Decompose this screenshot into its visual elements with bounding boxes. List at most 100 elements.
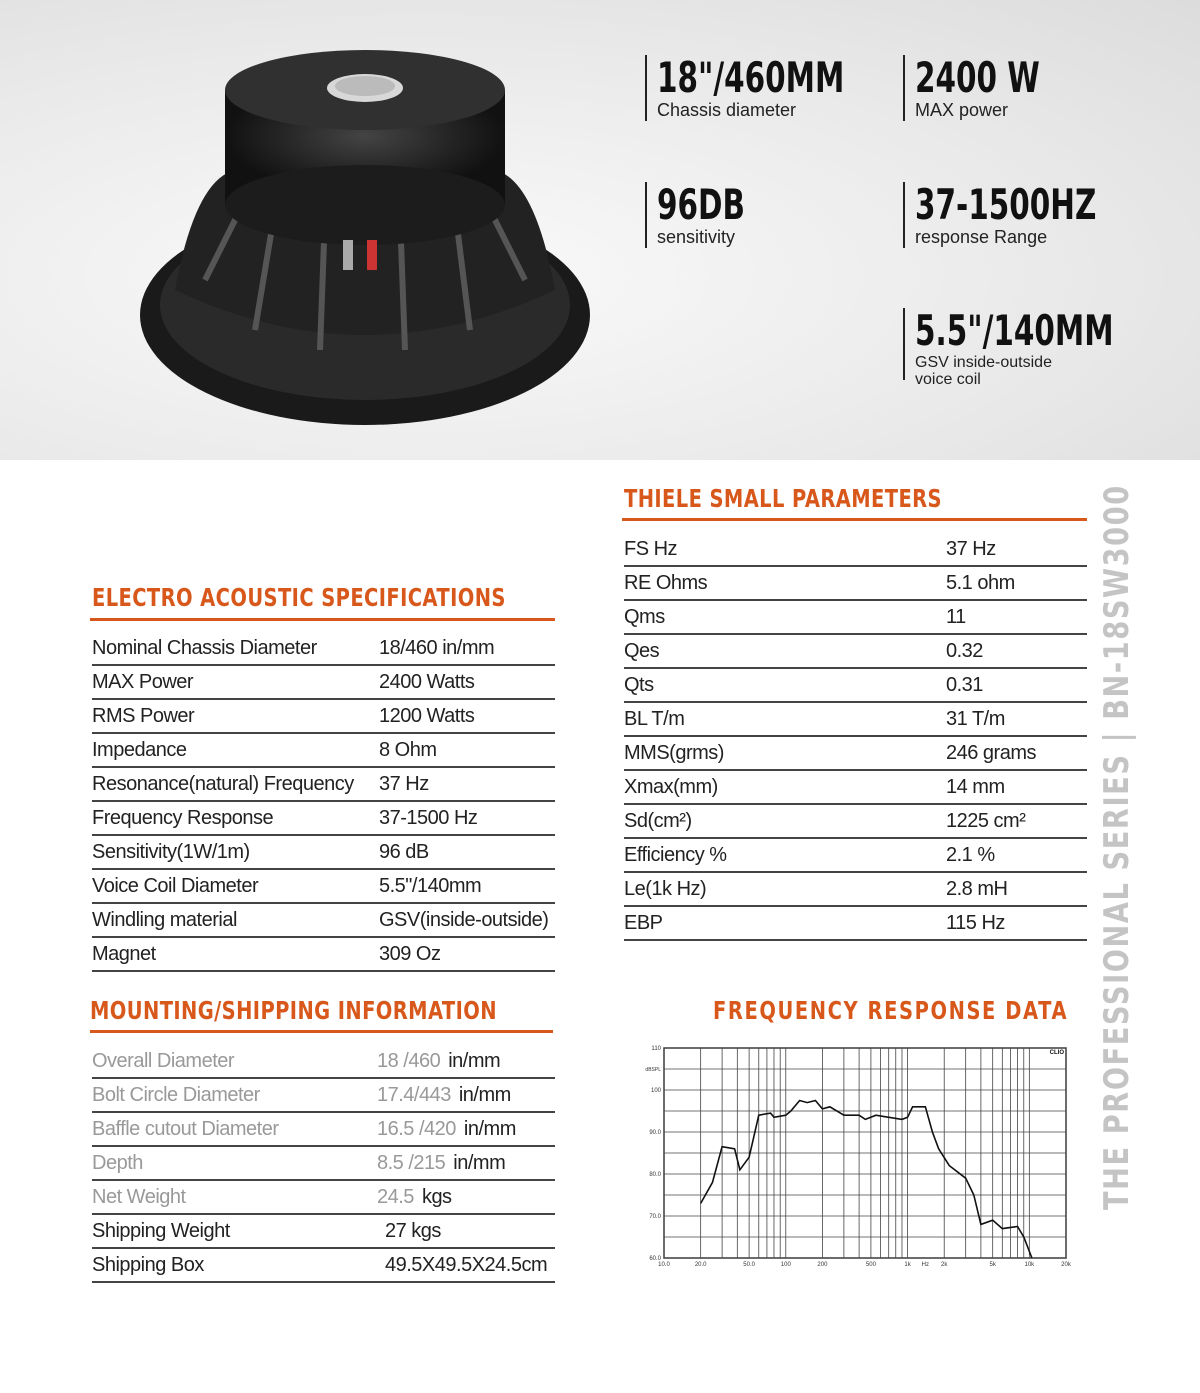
param-label: Le(1k Hz) (624, 877, 707, 900)
table-row: EBP 115 Hz (624, 907, 1087, 941)
param-value: 2.8 mH (946, 877, 1008, 900)
param-value: 8.5 /215 (377, 1151, 446, 1174)
table-row: FS Hz 37 Hz (624, 533, 1087, 567)
param-label: Qes (624, 639, 660, 662)
param-label: MMS(grms) (624, 741, 724, 764)
param-value: 0.31 (946, 673, 983, 696)
table-row: Net Weight 24.5 kgs (92, 1181, 555, 1215)
param-label: Baffle cutout Diameter (92, 1117, 279, 1140)
table-row: Qes 0.32 (624, 635, 1087, 669)
stat-sensitivity: 96DB sensitivity (645, 182, 770, 248)
table-row: Efficiency % 2.1 % (624, 839, 1087, 873)
param-value: 11 (946, 605, 966, 628)
thiele-rule (622, 518, 1087, 521)
param-value: 27 kgs (385, 1219, 441, 1242)
param-label: RMS Power (92, 704, 195, 727)
x-tick-label: 20k (1061, 1262, 1072, 1268)
param-label: Resonance(natural) Frequency (92, 772, 354, 795)
y-axis-label: dBSPL (645, 1067, 661, 1073)
x-tick-label: 500 (866, 1262, 877, 1268)
param-value: in/mm (453, 1151, 506, 1174)
param-value: 17.4/443 (377, 1083, 451, 1106)
table-row: Resonance(natural) Frequency 37 Hz (92, 768, 555, 802)
param-value: 24.5 (377, 1185, 414, 1208)
table-row: RE Ohms 5.1 ohm (624, 567, 1087, 601)
param-value: 18 /460 (377, 1049, 441, 1072)
param-label: Sensitivity(1W/1m) (92, 840, 250, 863)
param-label: Voice Coil Diameter (92, 874, 259, 897)
electro-table: Nominal Chassis Diameter 18/460 in/mm MAX … (92, 632, 555, 972)
frequency-response-chart: 60.0 70.0 80.0 90.0 100 110 10.0 20.0 50.0 100 200… (645, 1046, 1072, 1268)
param-label: Bolt Circle Diameter (92, 1083, 260, 1106)
table-row: RMS Power 1200 Watts (92, 700, 555, 734)
param-value: 31 T/m (946, 707, 1005, 730)
y-tick-label: 60.0 (649, 1256, 661, 1262)
table-row: Nominal Chassis Diameter 18/460 in/mm (92, 632, 555, 666)
param-value: 5.1 ohm (946, 571, 1015, 594)
x-tick-label: 100 (781, 1262, 792, 1268)
param-value: 1200 Watts (379, 704, 475, 727)
param-value: in/mm (448, 1049, 501, 1072)
speaker-image (140, 50, 590, 425)
param-value: 246 grams (946, 741, 1037, 764)
x-tick-label: 5k (990, 1262, 997, 1268)
stat-power: 2400 W MAX power (903, 55, 1075, 121)
param-label: FS Hz (624, 537, 678, 560)
x-tick-label: 10.0 (658, 1262, 670, 1268)
param-label: Qms (624, 605, 665, 628)
param-value: 14 mm (946, 775, 1005, 798)
table-row: BL T/m 31 T/m (624, 703, 1087, 737)
table-row: Frequency Response 37-1500 Hz (92, 802, 555, 836)
mounting-table: Overall Diameter 18 /460 in/mm Bolt Circle … (92, 1045, 555, 1283)
param-label: Qts (624, 673, 654, 696)
table-row: Bolt Circle Diameter 17.4/443 in/mm (92, 1079, 555, 1113)
table-row: Overall Diameter 18 /460 in/mm (92, 1045, 555, 1079)
param-label: EBP (624, 911, 663, 934)
y-tick-label: 90.0 (649, 1130, 661, 1136)
table-row: MMS(grms) 246 grams (624, 737, 1087, 771)
param-value: 49.5X49.5X24.5cm (385, 1253, 548, 1276)
table-row: Windling material GSV(inside-outside) (92, 904, 555, 938)
table-row: MAX Power 2400 Watts (92, 666, 555, 700)
param-value: 96 dB (379, 840, 429, 863)
hero-banner: 18"/460MM Chassis diameter 2400 W MAX powe… (0, 0, 1200, 460)
table-row: Xmax(mm) 14 mm (624, 771, 1087, 805)
table-row: Voice Coil Diameter 5.5"/140mm (92, 870, 555, 904)
stat-voice-coil: 5.5"/140MM GSV inside-outside voice coil (903, 308, 1114, 388)
x-tick-label: 200 (817, 1262, 828, 1268)
stat-chassis: 18"/460MM Chassis diameter (645, 55, 897, 121)
response-curve (699, 1099, 1033, 1259)
table-row: Depth 8.5 /215 in/mm (92, 1147, 555, 1181)
param-label: Shipping Weight (92, 1219, 230, 1242)
param-label: Net Weight (92, 1185, 186, 1208)
y-tick-label: 70.0 (649, 1214, 661, 1220)
brand-label: CLIO (1050, 1050, 1065, 1056)
table-row: Qms 11 (624, 601, 1087, 635)
param-value: 37-1500 Hz (379, 806, 478, 829)
param-label: Frequency Response (92, 806, 274, 829)
x-axis-label: Hz (922, 1262, 929, 1268)
table-row: Sensitivity(1W/1m) 96 dB (92, 836, 555, 870)
y-tick-label: 110 (651, 1046, 661, 1052)
param-label: MAX Power (92, 670, 194, 693)
chart-title: FREQUENCY RESPONSE DATA (713, 996, 1069, 1025)
x-tick-label: 2k (941, 1262, 948, 1268)
table-row: Shipping Box 49.5X49.5X24.5cm (92, 1249, 555, 1283)
y-tick-label: 80.0 (649, 1172, 661, 1178)
table-row: Impedance 8 Ohm (92, 734, 555, 768)
param-value: 115 Hz (946, 911, 1005, 934)
table-row: Qts 0.31 (624, 669, 1087, 703)
stat-response: 37-1500HZ response Range (903, 182, 1147, 248)
param-label: Impedance (92, 738, 187, 761)
y-tick-label: 100 (651, 1088, 662, 1094)
table-row: Sd(cm²) 1225 cm² (624, 805, 1087, 839)
table-row: Baffle cutout Diameter 16.5 /420 in/mm (92, 1113, 555, 1147)
x-tick-label: 20.0 (695, 1262, 707, 1268)
param-label: Depth (92, 1151, 143, 1174)
param-label: Sd(cm²) (624, 809, 692, 832)
param-value: 0.32 (946, 639, 983, 662)
param-value: 37 Hz (379, 772, 429, 795)
electro-rule (90, 618, 555, 621)
param-label: Xmax(mm) (624, 775, 718, 798)
param-value: 18/460 in/mm (379, 636, 495, 659)
